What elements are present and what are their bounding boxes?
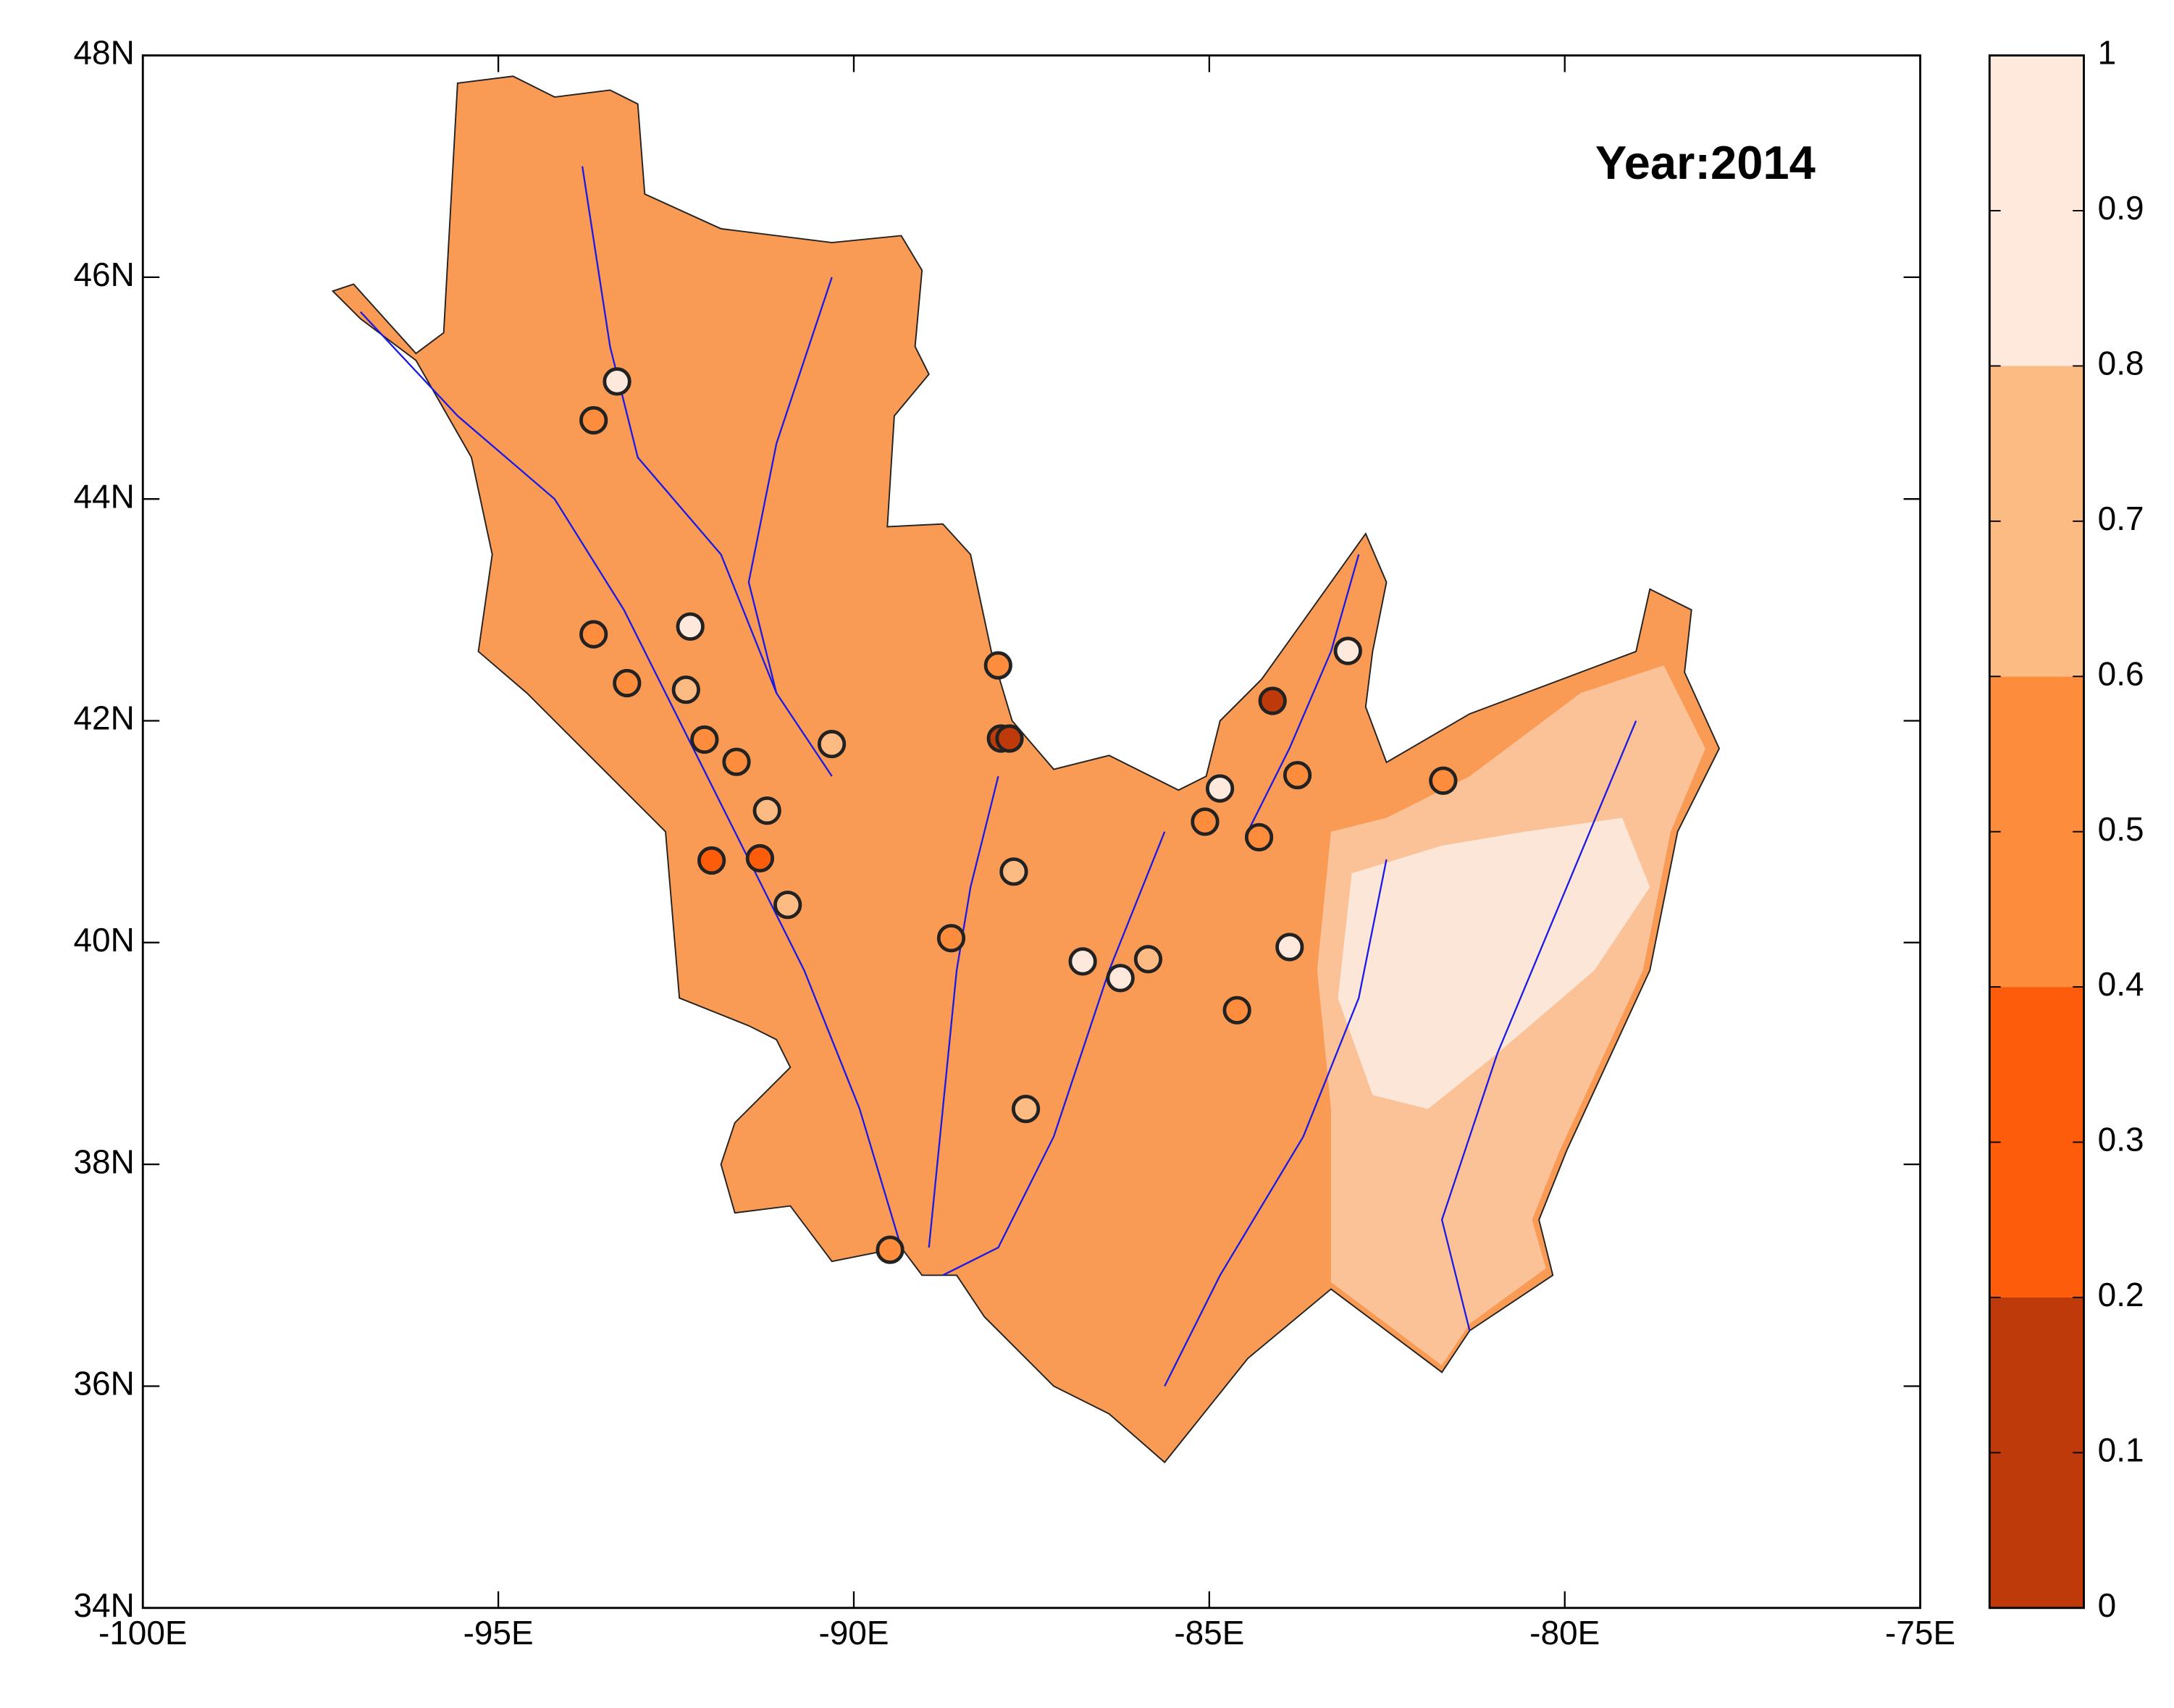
x-tick-label: -90E — [818, 1614, 889, 1652]
station — [773, 891, 802, 920]
station — [983, 651, 1012, 680]
x-tick-label: -95E — [463, 1614, 534, 1652]
colorbar-segment — [1989, 55, 2084, 366]
station — [613, 668, 642, 698]
station — [690, 725, 719, 754]
river — [582, 166, 833, 777]
station — [995, 724, 1024, 753]
colorbar-tick-label: 0.2 — [2098, 1276, 2144, 1313]
x-tick-label: -75E — [1885, 1614, 1955, 1652]
station — [697, 846, 726, 875]
rivers — [359, 166, 1637, 1387]
colorbar-tick-label: 0.5 — [2098, 810, 2144, 848]
station — [671, 676, 700, 704]
station — [603, 367, 631, 396]
colorbar-tick-label: 0.7 — [2098, 500, 2144, 537]
x-tick-label: -85E — [1174, 1614, 1244, 1652]
station — [722, 747, 751, 776]
river — [747, 277, 833, 694]
y-tick-label: 48N — [73, 34, 134, 72]
river — [1247, 554, 1360, 833]
colorbar-tick-label: 0 — [2098, 1586, 2117, 1624]
station — [1205, 774, 1235, 803]
colorbar-segment — [1989, 366, 2084, 677]
station — [579, 620, 608, 649]
station — [1275, 933, 1304, 962]
y-tick-label: 38N — [73, 1143, 134, 1180]
annotation: Year:2014 — [1595, 136, 1816, 189]
station — [676, 612, 705, 641]
station — [1106, 964, 1135, 993]
station — [1283, 760, 1312, 790]
y-tick-label: 46N — [73, 256, 134, 293]
colorbar-tick-label: 1 — [2098, 34, 2117, 72]
colorbar-segment — [1989, 676, 2084, 988]
colorbar-tick-label: 0.1 — [2098, 1431, 2144, 1468]
station — [1068, 947, 1097, 976]
y-tick-label: 36N — [73, 1365, 134, 1402]
station — [1258, 686, 1287, 715]
station — [1222, 996, 1251, 1025]
station — [1429, 766, 1458, 795]
x-tick-label: -100E — [98, 1614, 188, 1652]
y-tick-label: 34N — [73, 1586, 134, 1624]
river — [359, 311, 902, 1248]
basin — [331, 75, 1721, 1464]
station — [745, 844, 775, 873]
river — [1164, 859, 1388, 1387]
station — [1133, 945, 1163, 974]
river — [942, 831, 1166, 1276]
basin-pale-area — [1338, 817, 1650, 1109]
colorbar-tick-label: 0.4 — [2098, 965, 2144, 1003]
station — [876, 1235, 905, 1264]
colorbar-tick-label: 0.3 — [2098, 1121, 2144, 1158]
colorbar-segment — [1989, 1297, 2084, 1608]
y-tick-label: 42N — [73, 699, 134, 737]
plot-frame — [141, 54, 1922, 1610]
station — [752, 796, 781, 825]
x-tick-label: -80E — [1529, 1614, 1600, 1652]
river — [928, 775, 999, 1248]
y-tick-label: 44N — [73, 477, 134, 515]
station — [817, 730, 847, 759]
colorbar-tick-label: 0.6 — [2098, 655, 2144, 692]
river — [1440, 720, 1637, 1332]
y-tick-label: 40N — [73, 921, 134, 959]
station — [936, 924, 966, 953]
station — [999, 857, 1028, 886]
colorbar-segment — [1989, 987, 2084, 1297]
station — [1244, 823, 1274, 851]
station — [579, 405, 608, 435]
plot-layer: -100E -95E -90E -85E -80E -75E 34N 36N 38N 40N 42N… — [73, 34, 2144, 1652]
station — [1333, 636, 1362, 665]
colorbar-tick-label: 0.8 — [2098, 345, 2144, 382]
colorbar-frame — [1988, 54, 2085, 1610]
station — [1191, 807, 1220, 836]
station — [1011, 1094, 1041, 1124]
colorbar-tick-label: 0.9 — [2098, 189, 2144, 227]
